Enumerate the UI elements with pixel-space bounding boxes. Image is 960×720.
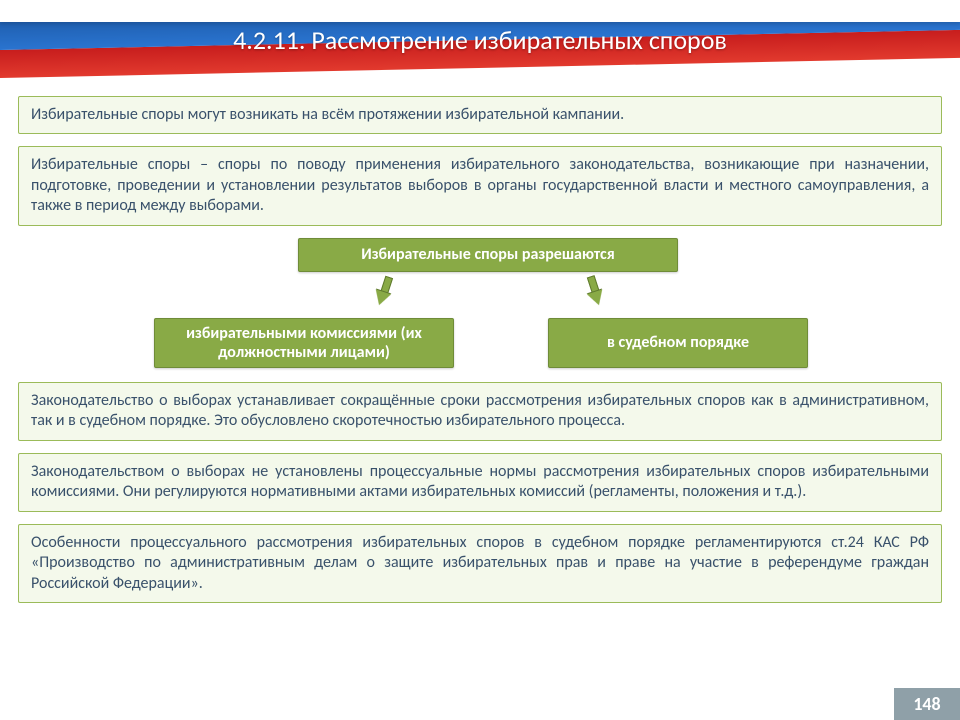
page-title: 4.2.11. Рассмотрение избирательных споро…: [0, 24, 960, 56]
resolution-diagram: Избирательные споры разрешаются избирате…: [18, 238, 942, 368]
norms-box: Законодательством о выборах не установле…: [18, 453, 942, 512]
arrow-left-icon: [372, 274, 396, 306]
intro-box: Избирательные споры могут возникать на в…: [18, 96, 942, 134]
diagram-root-node: Избирательные споры разрешаются: [298, 238, 678, 272]
content-area: Избирательные споры могут возникать на в…: [18, 96, 942, 615]
definition-box: Избирательные споры – споры по поводу пр…: [18, 146, 942, 225]
diagram-left-node: избирательными комиссиями (их должностны…: [154, 318, 454, 368]
kas-box: Особенности процессуального рассмотрения…: [18, 524, 942, 603]
terms-box: Законодательство о выборах устанавливает…: [18, 382, 942, 441]
arrow-right-icon: [582, 274, 606, 306]
diagram-right-node: в судебном порядке: [548, 318, 808, 368]
page-number-badge: 148: [894, 688, 960, 720]
